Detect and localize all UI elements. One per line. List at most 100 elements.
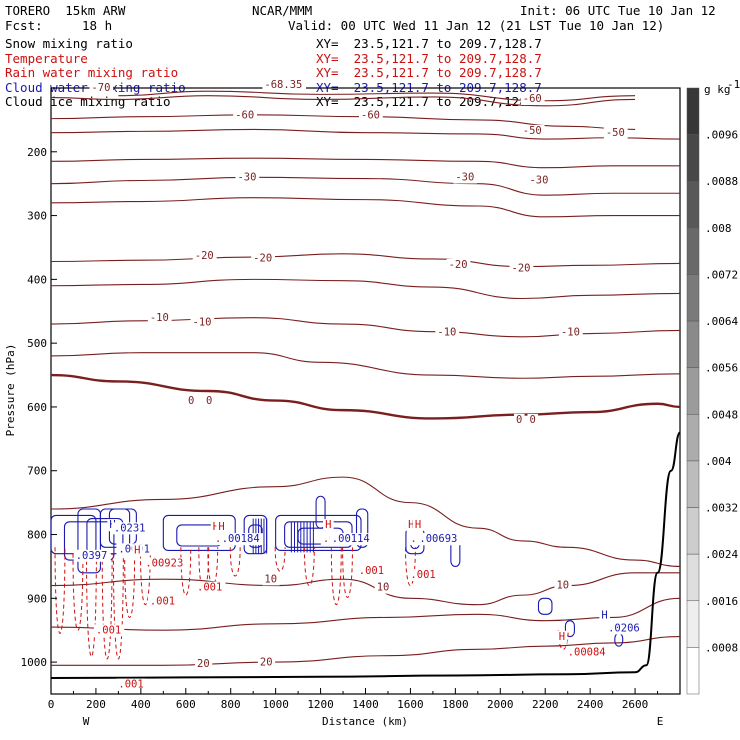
x-axis-ticks: 0 200 400 600 800 1000 1200 1400 1600 1800 2000 220… — [48, 688, 659, 711]
contour-label: H — [134, 545, 140, 557]
isotherm-line — [50, 128, 681, 140]
cloud-water-contour — [50, 514, 97, 555]
contour-label-bg — [111, 522, 149, 535]
contour-label: .001 — [96, 624, 121, 636]
contour-label: .00184 — [222, 533, 260, 545]
contour-label: -60 — [523, 93, 542, 105]
contour-label-bg — [192, 249, 217, 262]
contour-label-bg — [453, 171, 478, 184]
contour-label-bg — [132, 544, 143, 557]
contour-label-bg — [514, 413, 525, 426]
contour-label: -60 — [235, 110, 254, 122]
isotherm-line — [50, 352, 681, 379]
colorbar-swatch — [686, 647, 700, 695]
contour-label: -60 — [361, 110, 380, 122]
colorbar-swatch — [686, 507, 700, 555]
contour-label: .00693 — [419, 533, 457, 545]
contour-label-bg — [93, 624, 125, 637]
field-name: Temperature — [5, 50, 88, 66]
contour-label-bg — [374, 581, 392, 594]
contour-label: .0206 — [608, 622, 640, 634]
x-tick-label: 1000 — [262, 698, 289, 711]
rain-water-contours — [54, 547, 569, 660]
isotherm-line — [50, 197, 680, 218]
colorbar-tick-label: .0008 — [705, 641, 738, 654]
contour-label: .0397 — [76, 550, 108, 562]
colorbar-tick-label: .0072 — [705, 268, 738, 281]
contour-label-bg — [262, 573, 280, 586]
isotherm-line — [50, 317, 681, 338]
contour-label: -20 — [512, 263, 531, 275]
cloud-water-contour — [315, 495, 326, 529]
contour-label-bg — [329, 533, 374, 546]
colorbar-swatch — [686, 600, 700, 648]
isotherm-line — [50, 572, 680, 606]
contour-label: H — [415, 519, 421, 531]
y-tick-label: 600 — [27, 401, 47, 414]
field-section-coords: XY= 23.5,121.7 to 209.7,128.7 — [316, 65, 542, 80]
x-tick-label: 2200 — [532, 698, 559, 711]
y-tick-label: 500 — [27, 337, 47, 350]
center-title: NCAR/MMM — [252, 3, 313, 18]
contour-label-bg — [417, 533, 462, 546]
isotherm-line — [50, 373, 681, 420]
isotherm-line — [50, 476, 681, 567]
rain-water-contour — [303, 547, 315, 586]
isotherm-line — [118, 90, 636, 102]
contour-label: -50 — [523, 125, 542, 137]
contour-label-bg — [216, 521, 227, 534]
x-tick-label: 2600 — [622, 698, 649, 711]
contour-label-bg — [323, 519, 334, 532]
colorbar-tick-label: .0088 — [705, 175, 738, 188]
init-time: Init: 06 UTC Tue 10 Jan 12 — [520, 3, 716, 18]
contour-label: H — [325, 519, 331, 531]
rain-water-contour — [124, 560, 136, 618]
colorbar-tick-label: .0024 — [705, 548, 738, 561]
colorbar-tick-label: .008 — [705, 222, 732, 235]
colorbar: .0096 .0088 .008 .0072 .0064 .0056 .0048 .004 .0… — [686, 87, 738, 695]
cloud-water-contour — [614, 632, 624, 647]
x-tick-label: 600 — [176, 698, 196, 711]
contour-label: -10 — [561, 327, 580, 339]
colorbar-tick-label: .0064 — [705, 315, 738, 328]
colorbar-tick-label: .0048 — [705, 408, 738, 421]
contour-label: .001 — [150, 596, 175, 608]
contour-label: -20 — [195, 250, 214, 262]
isotherm-line — [51, 636, 681, 666]
x-tick-label: 1200 — [307, 698, 334, 711]
isotherm-line — [50, 253, 681, 268]
contour-label-bg — [520, 124, 545, 137]
y-tick-label: 300 — [27, 210, 47, 223]
contour-label: .0231 — [114, 522, 146, 534]
contour-label-bg — [262, 79, 307, 91]
contour-label: .00114 — [332, 533, 370, 545]
contour-label: .001 — [359, 565, 384, 577]
contour-label: H — [559, 631, 565, 643]
contour-label-bg — [233, 109, 258, 122]
y-tick-label: 700 — [27, 465, 47, 478]
temperature-isotherms — [50, 90, 681, 666]
x-tick-label: 0 — [48, 698, 55, 711]
contour-label: -30 — [237, 171, 256, 183]
contour-label-bg — [251, 252, 275, 265]
field-section-coords: XY= 23.5,121.7 to 209.7,128.7 — [316, 36, 542, 51]
model-title: TORERO 15km ARW — [5, 3, 126, 18]
contour-label-bg — [235, 171, 260, 184]
contour-label: -50 — [606, 127, 625, 139]
contour-label-bg — [606, 622, 644, 635]
colorbar-swatch — [686, 553, 700, 602]
contour-label-bg — [527, 174, 552, 187]
colorbar-swatch — [686, 180, 700, 229]
contour-label: -10 — [150, 312, 169, 324]
y-tick-label: 400 — [27, 273, 47, 286]
contour-label-bg — [195, 581, 226, 594]
contour-label-bg — [406, 519, 417, 532]
contour-label-bg — [603, 126, 628, 139]
y-tick-label: 900 — [27, 592, 47, 605]
contour-label: -68.35 — [264, 79, 302, 91]
contour-label-bg — [219, 533, 264, 546]
x-tick-label: 1600 — [397, 698, 424, 711]
contour-label: 0 — [529, 414, 535, 426]
colorbar-tick-label: .0056 — [705, 362, 738, 375]
